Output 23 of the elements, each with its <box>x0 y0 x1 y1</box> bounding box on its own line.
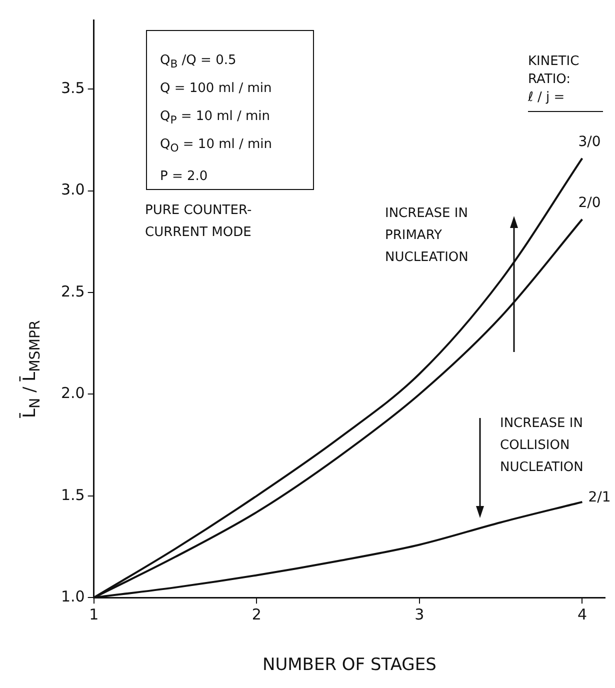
annotation: INCREASE IN COLLISION NUCLEATION <box>500 415 584 477</box>
annotation: PURE COUNTER-CURRENT MODE <box>145 202 253 242</box>
series-label: 3/0 <box>578 134 601 150</box>
x-tick-label: 4 <box>577 605 587 624</box>
annotation: Q = 100 ml / min <box>160 80 272 98</box>
y-tick-label: 3.0 <box>60 180 85 199</box>
y-tick-label: 1.5 <box>60 486 85 504</box>
x-tick-label: 1 <box>89 605 99 624</box>
annotation: INCREASE IN PRIMARY NUCLEATION <box>385 205 470 267</box>
annotation: Q$_{B}$ /Q = 0.5 <box>160 52 236 73</box>
annotation: P = 2.0 <box>160 168 208 186</box>
x-tick-label: 2 <box>252 605 262 624</box>
series-label: 2/0 <box>578 194 601 211</box>
legend-title: KINETIC RATIO: ℓ / j = <box>528 53 603 112</box>
x-axis-title: NUMBER OF STAGES <box>262 655 436 676</box>
y-tick-label: 2.5 <box>60 282 85 300</box>
y-tick-label: 3.5 <box>60 79 85 98</box>
annotation: Q$_{O}$ = 10 ml / min <box>160 136 272 157</box>
y-tick-label: 2.0 <box>60 384 85 402</box>
annotation: Q$_{P}$ = 10 ml / min <box>160 108 270 129</box>
x-tick-label: 3 <box>414 605 424 624</box>
series-label: 2/1 <box>588 490 611 506</box>
y-tick-label: 1.0 <box>60 587 85 606</box>
